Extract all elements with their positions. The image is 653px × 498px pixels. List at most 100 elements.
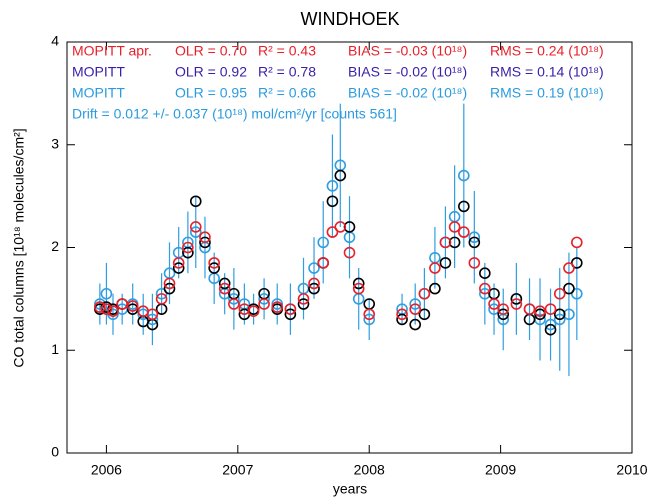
y-tick-label: 3	[51, 135, 59, 151]
data-point	[208, 257, 220, 269]
data-point	[363, 308, 376, 321]
data-point	[326, 180, 339, 192]
data-point	[163, 277, 176, 290]
legend-text: RMS = 0.14 (10¹⁸)	[490, 64, 604, 80]
data-point	[448, 236, 461, 249]
data-point	[479, 282, 491, 295]
data-point	[448, 221, 461, 233]
data-point	[334, 221, 347, 233]
data-point	[189, 226, 202, 238]
data-point	[258, 293, 270, 305]
chart-title: WINDHOEK	[301, 9, 400, 29]
y-tick-label: 2	[51, 238, 59, 254]
data-point	[458, 226, 470, 238]
legend-text: RMS = 0.19 (10¹⁸)	[490, 85, 604, 101]
x-tick-label: 2008	[354, 462, 385, 478]
data-point	[271, 301, 284, 313]
x-axis-label: years	[333, 481, 367, 497]
legend-text: R² = 0.78	[258, 64, 316, 80]
data-point	[94, 301, 106, 313]
data-point	[137, 308, 150, 321]
data-point	[172, 262, 185, 274]
data-point	[352, 282, 365, 295]
legend-text: R² = 0.66	[258, 85, 316, 101]
data-point	[258, 298, 270, 310]
data-point	[409, 318, 421, 331]
data-point	[468, 236, 481, 249]
data-point	[326, 226, 339, 238]
data-point	[308, 282, 320, 295]
data-point	[497, 303, 510, 315]
data-point	[208, 262, 220, 274]
data-point	[571, 287, 583, 300]
data-point	[308, 277, 320, 290]
data-point	[563, 308, 575, 321]
data-point	[544, 323, 557, 336]
data-point	[163, 282, 176, 295]
data-point	[553, 313, 566, 326]
data-point	[146, 308, 159, 321]
data-point	[297, 293, 310, 305]
data-point	[563, 262, 575, 274]
y-tick-label: 4	[51, 33, 59, 49]
data-point	[116, 298, 128, 310]
data-point	[479, 267, 491, 279]
data-point	[334, 169, 347, 182]
data-point	[218, 277, 231, 290]
data-point	[297, 298, 310, 310]
data-point	[458, 169, 470, 182]
data-point	[189, 195, 202, 208]
data-point	[534, 305, 546, 318]
data-point	[172, 257, 185, 269]
legend-text: MOPITT apr.	[72, 43, 152, 59]
data-point	[571, 257, 583, 269]
y-tick-label: 1	[51, 341, 59, 357]
legend-text: OLR = 0.95	[175, 85, 247, 101]
data-point	[271, 298, 284, 310]
x-tick-label: 2009	[485, 462, 516, 478]
data-point	[155, 293, 168, 305]
data-point	[534, 308, 546, 321]
data-point	[488, 303, 500, 315]
data-point	[396, 308, 408, 321]
data-point	[439, 236, 452, 249]
data-point	[126, 300, 139, 312]
data-point	[468, 257, 481, 269]
legend-text: R² = 0.43	[258, 43, 316, 59]
data-point	[523, 303, 536, 315]
data-point	[228, 298, 240, 310]
annotation: Drift = 0.012 +/- 0.037 (10¹⁸) mol/cm²/y…	[72, 106, 397, 122]
data-point	[409, 298, 421, 310]
data-point	[343, 246, 356, 259]
legend-text: BIAS = -0.02 (10¹⁸)	[348, 85, 467, 101]
data-point	[199, 236, 211, 249]
data-point	[468, 231, 481, 244]
data-point	[308, 262, 320, 274]
data-point	[284, 308, 297, 321]
data-point	[429, 262, 441, 274]
x-tick-label: 2007	[222, 462, 253, 478]
legend-text: OLR = 0.70	[175, 43, 247, 59]
data-point	[352, 277, 365, 290]
data-point	[409, 303, 421, 315]
data-point	[218, 282, 231, 295]
data-point	[317, 257, 330, 269]
data-point	[100, 303, 113, 315]
data-point	[326, 195, 339, 208]
data-point	[510, 293, 523, 305]
legend-text: RMS = 0.24 (10¹⁸)	[490, 43, 604, 59]
y-axis-label: CO total columns [10¹⁸ molecules/cm²]	[11, 128, 27, 367]
x-tick-label: 2006	[91, 462, 122, 478]
legend-text: OLR = 0.92	[175, 64, 247, 80]
legend-text: BIAS = -0.02 (10¹⁸)	[348, 64, 467, 80]
data-point	[182, 241, 194, 254]
data-point	[458, 200, 470, 213]
data-point	[126, 303, 139, 315]
data-point	[553, 287, 566, 300]
data-point	[544, 318, 557, 331]
data-point	[155, 287, 168, 300]
y-tick-label: 0	[51, 444, 59, 460]
data-point	[571, 236, 583, 249]
data-point	[247, 305, 260, 318]
data-point	[553, 308, 566, 321]
